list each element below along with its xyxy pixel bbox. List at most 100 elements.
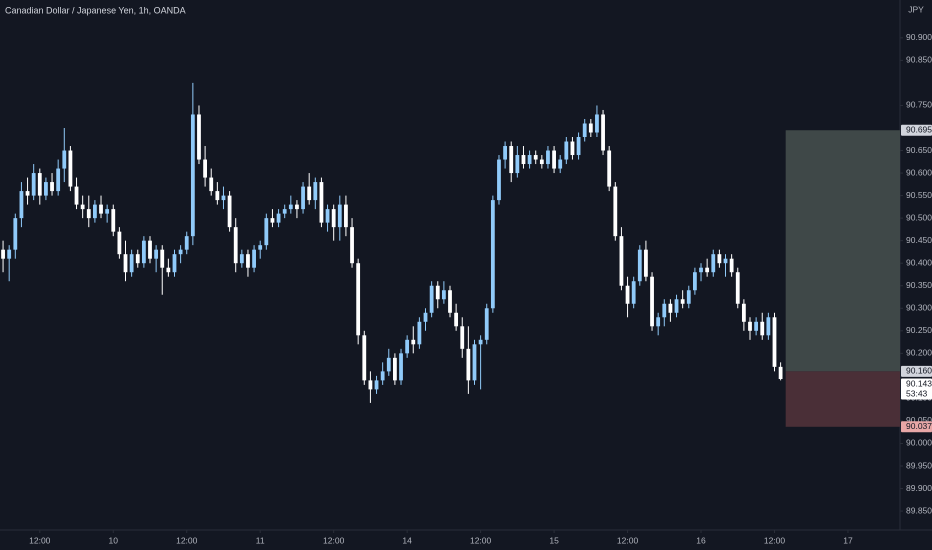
candle-body (227, 195, 232, 228)
candle-body (454, 312, 459, 327)
candle-body (448, 290, 452, 313)
x-tick-label: 15 (549, 535, 559, 545)
candle-body (748, 321, 752, 331)
candle-body (331, 209, 336, 228)
candle-body (362, 335, 367, 381)
candle-body (1, 249, 5, 259)
candle-body (337, 204, 342, 228)
candle-body (607, 150, 612, 187)
candle-body (637, 249, 642, 282)
y-tick-label: 90.500 (906, 212, 932, 222)
candle-body (644, 249, 648, 277)
candle-body (509, 146, 514, 174)
candle-body (117, 231, 122, 255)
candle-body (619, 236, 624, 286)
candle-body (374, 380, 379, 390)
target-label-bg (901, 124, 932, 136)
y-tick-label: 89.900 (906, 483, 932, 493)
candle-body (650, 276, 654, 327)
entry-label-bg (901, 365, 932, 377)
candle-body (490, 200, 495, 309)
candle-body (264, 218, 269, 246)
candle-body (564, 141, 569, 160)
candle-body (699, 267, 703, 273)
entry-label: 90.160 (906, 366, 932, 376)
y-tick-label: 90.550 (906, 190, 932, 200)
candle-body (723, 258, 728, 264)
candle-body (521, 155, 526, 165)
y-tick-label: 90.850 (906, 55, 932, 65)
candle-body (668, 303, 673, 313)
candle-body (680, 299, 685, 304)
x-tick-label: 12:00 (323, 535, 345, 545)
candle-body (613, 186, 618, 237)
candle-body (111, 209, 116, 232)
candle-body (656, 317, 661, 327)
candle-body (399, 353, 403, 381)
candle-body (705, 267, 710, 273)
x-tick-label: 11 (256, 535, 265, 545)
candle-body (423, 312, 428, 322)
candle-body (735, 272, 740, 304)
x-tick-label: 12:00 (617, 535, 639, 545)
candle-body (239, 254, 244, 264)
candle-body (674, 299, 679, 313)
candle-body (344, 204, 348, 228)
x-tick-label: 12:00 (470, 535, 492, 545)
y-tick-label: 90.650 (906, 145, 932, 155)
candle-body (631, 281, 636, 304)
stop-label: 90.037 (906, 421, 932, 431)
candle-body (325, 209, 330, 223)
candle-body (313, 182, 318, 201)
profit-zone (785, 130, 900, 372)
candle-body (435, 285, 440, 300)
candle-body (233, 227, 238, 264)
candle-body (166, 267, 171, 273)
candle-body (478, 339, 483, 345)
candle-body (546, 150, 550, 165)
candle-body (386, 357, 391, 372)
candle-body (276, 213, 281, 223)
candle-body (270, 218, 275, 223)
candle-body (197, 114, 201, 160)
y-tick-label: 90.350 (906, 280, 932, 290)
candle-body (405, 339, 410, 354)
chart-title: Canadian Dollar / Japanese Yen, 1h, OAND… (5, 5, 186, 15)
candle-body (141, 240, 146, 264)
candle-body (44, 182, 48, 196)
currency-label: JPY (908, 4, 924, 14)
candle-body (729, 258, 734, 273)
candle-body (741, 303, 746, 322)
candle-body (368, 380, 373, 390)
candle-body (558, 159, 563, 169)
x-tick-label: 14 (402, 535, 412, 545)
candle-body (135, 254, 140, 264)
candle-body (307, 186, 312, 201)
candle-body (472, 344, 477, 381)
candle-body (86, 209, 91, 219)
candle-body (56, 168, 61, 192)
candle-body (484, 308, 489, 340)
candle-body (711, 254, 716, 273)
candle-body (215, 191, 220, 201)
candle-body (417, 321, 422, 345)
candle-body (148, 240, 152, 259)
candle-body (429, 285, 434, 313)
candle-body (295, 204, 299, 210)
candle-body (766, 317, 771, 336)
candle-body (203, 159, 207, 178)
candle-body (393, 357, 397, 381)
candle-body (209, 177, 214, 192)
candle-body (527, 155, 532, 165)
y-tick-label: 90.600 (906, 167, 932, 177)
stop-label-bg (901, 421, 932, 433)
candle-body (282, 209, 287, 214)
candle-body (693, 272, 697, 291)
candle-body (62, 150, 67, 169)
candle-body (154, 249, 159, 259)
y-tick-label: 90.900 (906, 32, 932, 42)
last-price-label: 90.143 (906, 378, 932, 388)
candle-body (99, 204, 103, 214)
